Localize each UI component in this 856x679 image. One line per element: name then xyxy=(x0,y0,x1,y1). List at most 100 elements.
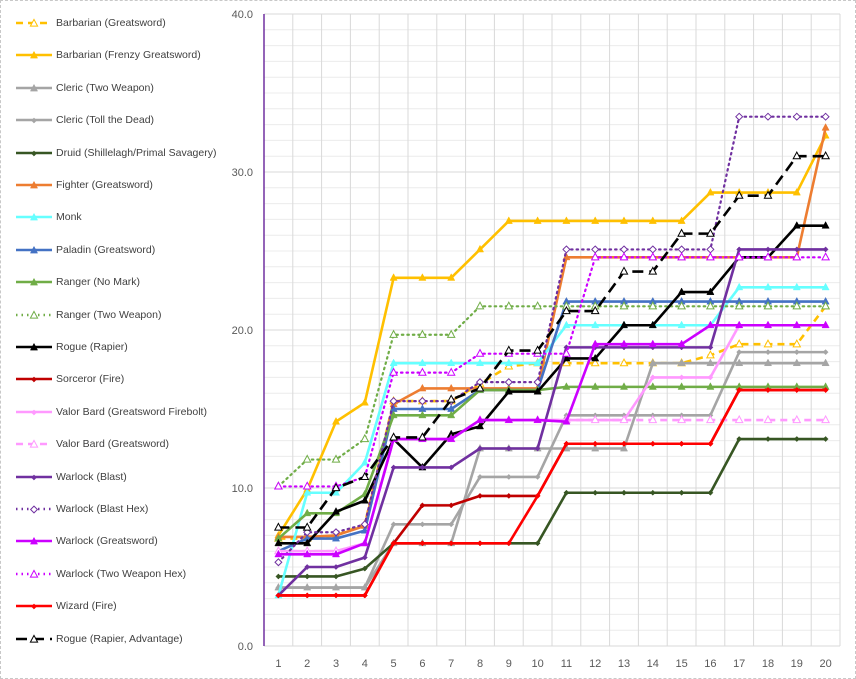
legend-label: Warlock (Greatsword) xyxy=(56,535,158,548)
data-point xyxy=(304,584,311,591)
data-point xyxy=(333,592,339,599)
data-point xyxy=(417,432,427,441)
data-point xyxy=(649,489,656,496)
data-point xyxy=(419,521,426,528)
data-point xyxy=(361,584,368,591)
data-point xyxy=(562,417,571,425)
data-point xyxy=(763,190,773,199)
data-point xyxy=(707,344,714,351)
data-point xyxy=(303,508,312,517)
data-point xyxy=(765,436,771,442)
legend-label: Monk xyxy=(56,211,82,224)
data-point xyxy=(390,540,397,547)
data-point xyxy=(678,440,685,447)
data-point xyxy=(561,348,571,357)
data-point xyxy=(360,520,369,529)
legend-marker xyxy=(29,309,39,319)
y-tick-label: 30.0 xyxy=(232,167,253,179)
x-tick-label: 11 xyxy=(561,658,572,670)
data-point xyxy=(736,387,743,393)
legend-marker xyxy=(29,278,39,286)
data-point xyxy=(677,245,686,254)
data-point xyxy=(448,464,455,471)
data-point xyxy=(563,489,570,496)
data-point xyxy=(504,301,514,310)
data-point xyxy=(562,382,571,390)
data-point xyxy=(792,320,801,329)
data-point xyxy=(705,252,715,261)
data-point xyxy=(792,301,802,310)
data-point xyxy=(792,221,801,229)
data-point xyxy=(648,301,658,310)
series-line xyxy=(278,154,826,529)
data-point xyxy=(475,415,485,423)
series-line xyxy=(277,135,827,537)
data-point xyxy=(763,282,773,291)
x-tick-label: 9 xyxy=(506,658,512,670)
data-point xyxy=(360,398,369,406)
data-point xyxy=(333,564,339,570)
data-point xyxy=(331,533,341,542)
data-point xyxy=(389,358,398,367)
data-point xyxy=(648,245,657,254)
data-point xyxy=(389,367,399,376)
data-point xyxy=(619,443,629,452)
y-tick-label: 20.0 xyxy=(232,325,253,337)
data-point xyxy=(562,216,571,224)
series-18 xyxy=(275,387,829,599)
data-point xyxy=(649,440,656,447)
legend-label: Cleric (Toll the Dead) xyxy=(56,114,155,127)
legend-marker xyxy=(29,439,39,448)
data-point xyxy=(590,414,600,424)
legend-swatch-icon xyxy=(16,603,52,610)
data-point xyxy=(331,528,341,537)
data-point xyxy=(793,349,800,356)
legend-swatch-icon xyxy=(16,439,52,448)
data-point xyxy=(822,246,829,253)
legend-item: Fighter (Greatsword) xyxy=(14,175,153,195)
data-point xyxy=(533,345,543,354)
data-point xyxy=(677,320,686,329)
x-tick-label: 15 xyxy=(675,658,687,670)
data-point xyxy=(419,502,426,509)
legend-label: Rogue (Rapier) xyxy=(56,341,128,353)
data-point xyxy=(792,339,802,348)
legend-item: Druid (Shillelagh/Primal Savagery) xyxy=(14,143,216,163)
legend-marker xyxy=(31,409,37,416)
data-point xyxy=(734,301,744,310)
data-point xyxy=(706,287,715,295)
data-point xyxy=(763,358,773,367)
series-4 xyxy=(275,436,829,580)
x-tick-label: 3 xyxy=(333,658,339,670)
data-point xyxy=(736,436,743,442)
legend-item: Barbarian (Frenzy Greatsword) xyxy=(14,45,201,65)
data-point xyxy=(792,358,801,367)
data-point xyxy=(360,458,369,466)
legend-marker xyxy=(29,213,39,221)
data-point xyxy=(333,573,339,580)
data-point xyxy=(418,396,427,406)
data-point xyxy=(677,252,687,261)
data-point xyxy=(735,320,744,329)
data-point xyxy=(419,540,426,547)
data-point xyxy=(822,349,829,356)
series-line xyxy=(278,323,826,556)
data-point xyxy=(447,434,456,442)
data-point xyxy=(447,358,456,367)
data-point xyxy=(419,464,426,471)
data-point xyxy=(734,252,744,261)
data-point xyxy=(792,414,802,424)
series-line xyxy=(277,248,826,597)
legend-label: Ranger (No Mark) xyxy=(56,276,141,289)
y-tick-label: 10.0 xyxy=(232,483,253,495)
data-point xyxy=(821,282,830,291)
data-point xyxy=(619,301,629,310)
legend-swatch-icon xyxy=(16,505,52,514)
data-point xyxy=(418,383,427,392)
legend-marker xyxy=(29,245,39,254)
data-point xyxy=(677,287,686,295)
data-point xyxy=(763,414,773,424)
legend-item: Paladin (Greatsword) xyxy=(14,240,155,260)
x-tick-label: 14 xyxy=(647,658,659,670)
series-line xyxy=(277,385,826,540)
